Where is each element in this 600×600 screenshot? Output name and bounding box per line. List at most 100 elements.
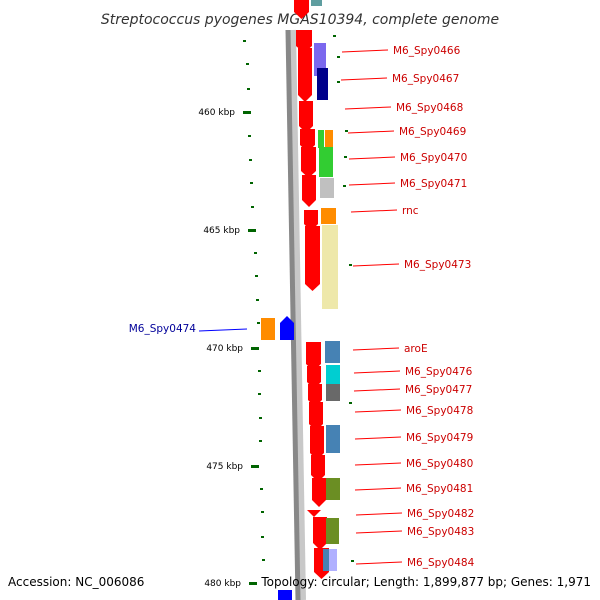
minor-tick xyxy=(246,63,249,65)
scale-tick-label: 480 kbp xyxy=(204,579,241,589)
reverse-gene-arrow[interactable] xyxy=(278,590,292,600)
gene-leader-line xyxy=(355,561,403,565)
scale-tick-label: 475 kbp xyxy=(206,462,243,472)
gene-label[interactable]: M6_Spy0467 xyxy=(392,73,459,85)
gene-label[interactable]: M6_Spy0468 xyxy=(396,102,463,114)
forward-gene-arrow[interactable] xyxy=(311,455,325,482)
forward-gene-arrow[interactable] xyxy=(310,426,324,460)
minor-tick xyxy=(349,402,352,404)
gene-label[interactable]: aroE xyxy=(404,343,428,355)
gene-leader-line xyxy=(354,487,402,491)
minor-tick xyxy=(260,488,263,490)
gene-label[interactable]: M6_Spy0481 xyxy=(406,483,473,495)
gene-feature-block xyxy=(314,43,326,76)
gene-label[interactable]: M6_Spy0477 xyxy=(405,384,472,396)
gene-label[interactable]: M6_Spy0474 xyxy=(129,323,197,335)
minor-tick xyxy=(261,511,264,513)
gene-leader-line xyxy=(352,263,400,267)
gene-leader-line xyxy=(344,106,392,110)
gene-feature-block xyxy=(326,365,340,384)
gene-label[interactable]: M6_Spy0480 xyxy=(406,458,473,470)
gene-leader-line xyxy=(348,156,396,160)
gene-leader-line xyxy=(340,77,388,81)
minor-tick xyxy=(337,81,340,83)
gene-label[interactable]: rnc xyxy=(402,205,419,217)
forward-gene-arrow[interactable] xyxy=(300,129,315,152)
forward-gene-arrow[interactable] xyxy=(302,175,316,207)
gene-label[interactable]: M6_Spy0478 xyxy=(406,405,473,417)
scale-tick-mark xyxy=(249,582,257,585)
gene-leader-line xyxy=(347,130,395,134)
reverse-gene-arrow[interactable] xyxy=(280,316,294,340)
minor-tick xyxy=(258,370,261,372)
gene-label[interactable]: M6_Spy0476 xyxy=(405,366,473,378)
genome-backbone xyxy=(285,29,301,600)
gene-leader-line xyxy=(354,409,402,413)
gene-label[interactable]: M6_Spy0483 xyxy=(407,526,474,538)
gene-label[interactable]: M6_Spy0473 xyxy=(404,259,471,271)
gene-labels: M6_Spy0466 M6_Spy0467 M6_Spy0468 M6_Spy0469… xyxy=(129,45,475,569)
minor-tick xyxy=(345,130,348,132)
minor-tick xyxy=(256,299,259,301)
scale-tick-mark xyxy=(251,465,259,468)
gene-label[interactable]: M6_Spy0484 xyxy=(407,557,475,569)
gene-feature-block xyxy=(323,549,329,571)
gene-label[interactable]: M6_Spy0469 xyxy=(399,126,466,138)
gene-label[interactable]: M6_Spy0482 xyxy=(407,508,474,520)
topology-text: Topology: circular; Length: 1,899,877 bp… xyxy=(260,575,591,589)
scale-tick-mark xyxy=(251,347,259,350)
gene-feature-block xyxy=(326,425,340,453)
forward-gene-arrow[interactable] xyxy=(312,478,326,507)
forward-gene-arrow[interactable] xyxy=(313,517,327,550)
forward-gene-arrow[interactable] xyxy=(298,48,312,102)
gene-feature-block xyxy=(326,478,340,500)
scale-tick-mark xyxy=(248,229,256,232)
minor-tick xyxy=(333,35,336,37)
gene-leader-line xyxy=(348,182,396,186)
gene-leader-line xyxy=(353,370,401,374)
gene-feature-block xyxy=(322,225,338,309)
gene-feature-block xyxy=(311,0,322,6)
forward-gene-arrow[interactable] xyxy=(307,366,321,389)
scale-tick-label: 465 kbp xyxy=(203,226,240,236)
gene-label[interactable]: M6_Spy0479 xyxy=(406,432,473,444)
minor-tick xyxy=(337,56,340,58)
forward-gene-arrow[interactable] xyxy=(306,342,321,371)
scale-tick-label: 470 kbp xyxy=(206,344,243,354)
gene-label[interactable]: M6_Spy0466 xyxy=(393,45,461,57)
gene-leader-line xyxy=(355,530,403,534)
gene-feature-block xyxy=(326,384,340,401)
minor-tick xyxy=(259,440,262,442)
gene-feature-block xyxy=(261,318,275,340)
forward-gene-arrow[interactable] xyxy=(309,402,323,431)
gene-leader-line xyxy=(354,462,402,466)
gene-leader-line xyxy=(198,328,248,332)
gene-leader-line xyxy=(353,388,401,392)
forward-gene-arrow[interactable] xyxy=(301,147,316,178)
forward-gene-arrow[interactable] xyxy=(308,384,322,407)
forward-gene-arrow[interactable] xyxy=(299,101,313,133)
minor-tick xyxy=(343,185,346,187)
forward-gene-arrow[interactable] xyxy=(305,226,320,291)
forward-gene-arrow[interactable] xyxy=(294,0,309,19)
gene-leader-line xyxy=(352,347,400,351)
minor-tick xyxy=(344,156,347,158)
accession-text: Accession: NC_006086 xyxy=(8,575,144,589)
gene-feature-block xyxy=(317,68,328,100)
backbone-shadow xyxy=(288,29,306,600)
minor-tick xyxy=(247,88,250,90)
forward-gene-arrow[interactable] xyxy=(296,30,312,53)
gene-feature-block xyxy=(329,549,337,571)
minor-tick xyxy=(351,560,354,562)
forward-gene-arrow[interactable] xyxy=(304,210,318,231)
gene-label[interactable]: M6_Spy0471 xyxy=(400,178,467,190)
minor-tick xyxy=(251,206,254,208)
gene-feature-block xyxy=(325,130,333,148)
minor-tick xyxy=(248,135,251,137)
minor-tick xyxy=(254,252,257,254)
gene-leader-line xyxy=(350,209,398,213)
minor-tick xyxy=(250,182,253,184)
gene-label[interactable]: M6_Spy0470 xyxy=(400,152,467,164)
forward-gene-arrow[interactable] xyxy=(307,510,321,517)
